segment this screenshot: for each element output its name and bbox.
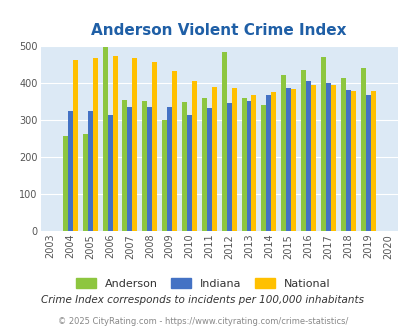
Bar [172,71,177,231]
Bar [211,87,216,231]
Bar [246,101,251,231]
Bar [320,56,325,231]
Bar [206,108,211,231]
Bar [310,85,315,231]
Bar [365,95,370,231]
Bar [87,111,92,231]
Bar [72,60,78,231]
Bar [68,111,72,231]
Bar [305,81,310,231]
Bar [271,92,276,231]
Bar [251,95,256,231]
Bar [127,107,132,231]
Bar [201,98,206,231]
Bar [92,58,98,231]
Bar [301,70,305,231]
Bar [192,81,196,231]
Bar [221,52,226,231]
Bar [122,100,127,231]
Text: Crime Index corresponds to incidents per 100,000 inhabitants: Crime Index corresponds to incidents per… [41,295,364,305]
Bar [231,88,236,231]
Bar [261,105,266,231]
Bar [142,101,147,231]
Bar [360,68,365,231]
Bar [350,91,355,231]
Bar [112,56,117,231]
Title: Anderson Violent Crime Index: Anderson Violent Crime Index [91,23,346,38]
Bar [102,47,107,231]
Bar [107,115,112,231]
Bar [63,136,68,231]
Bar [340,78,345,231]
Bar [162,120,167,231]
Bar [152,62,157,231]
Bar [266,95,271,231]
Bar [83,134,87,231]
Bar [281,75,286,231]
Bar [290,89,295,231]
Bar [370,91,375,231]
Bar [325,83,330,231]
Bar [226,103,231,231]
Bar [241,98,246,231]
Bar [167,107,172,231]
Bar [330,85,335,231]
Text: © 2025 CityRating.com - https://www.cityrating.com/crime-statistics/: © 2025 CityRating.com - https://www.city… [58,317,347,326]
Bar [147,107,152,231]
Bar [345,90,350,231]
Bar [181,102,187,231]
Legend: Anderson, Indiana, National: Anderson, Indiana, National [76,278,329,288]
Bar [132,58,137,231]
Bar [286,88,290,231]
Bar [187,115,192,231]
